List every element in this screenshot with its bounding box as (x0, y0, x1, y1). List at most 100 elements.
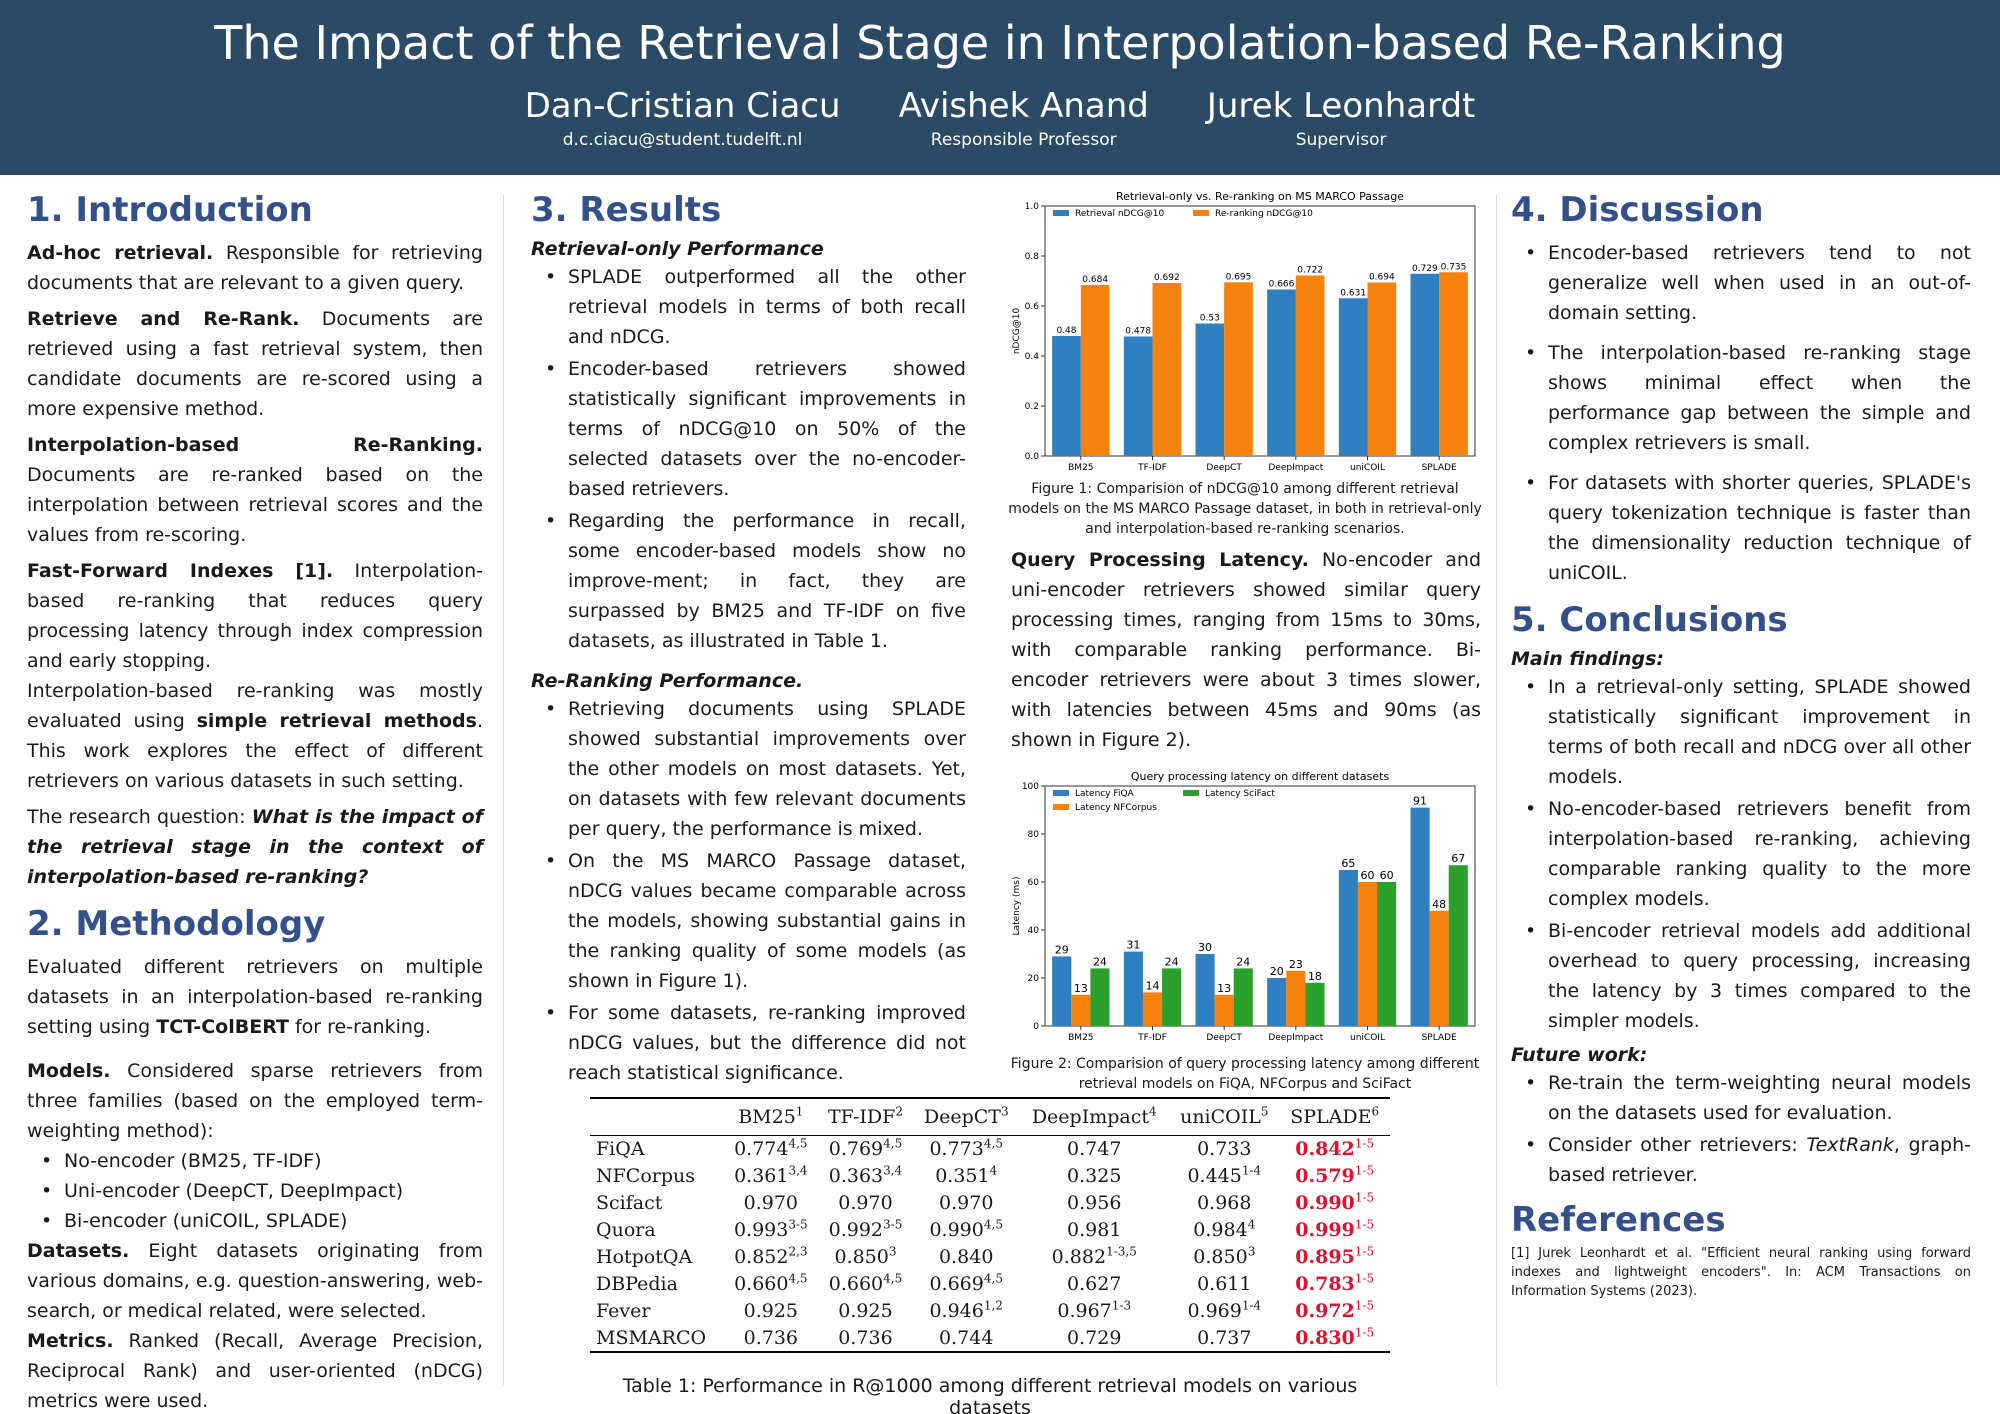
data-label: 13 (1074, 982, 1088, 995)
table-cell: 0.8951-5 (1295, 1244, 1375, 1268)
significance-superscript: 4 (989, 1163, 998, 1178)
intro-paragraph: Fast-Forward Indexes [1]. Interpolation-… (27, 556, 483, 676)
figure-2: Query processing latency on different da… (1005, 770, 1485, 1094)
significance-superscript: 3 (1247, 1244, 1256, 1259)
latency-paragraph: Query Processing Latency. No-encoder and… (1011, 545, 1481, 755)
bar (1429, 910, 1449, 1026)
column-discussion-conclusions: 4. Discussion Encoder-based retrievers t… (1511, 190, 1971, 1301)
table-cell: 0.3613,4 (734, 1163, 808, 1187)
subheading-main-findings: Main findings: (1511, 648, 1665, 670)
table-row: FiQA 0.7744,5 0.7694,5 0.7734,5 0.747 0.733 0.… (590, 1136, 1390, 1163)
table-column-header: DeepCT3 (923, 1104, 1009, 1128)
table-cell: 0.9691-4 (1187, 1298, 1262, 1322)
significance-superscript: 4,5 (983, 1271, 1003, 1286)
y-axis-label: nDCG@10 (1012, 308, 1022, 355)
legend-label: Latency NFCorpus (1075, 803, 1157, 813)
list-item: Encoder-based retrievers showed statisti… (531, 354, 966, 504)
x-tick-label: DeepCT (1206, 1033, 1242, 1043)
table-row: Quora 0.9933-5 0.9923-5 0.9904,5 0.981 0.9844… (590, 1217, 1390, 1244)
text: The research question: (27, 806, 252, 828)
data-label: 24 (1236, 955, 1250, 968)
bar (1090, 968, 1110, 1026)
bar (1439, 272, 1468, 456)
table-cell: 0.9904,5 (929, 1217, 1003, 1241)
table-cell: 0.9923-5 (828, 1217, 903, 1241)
column-results-text: 3. Results Retrieval-only Performance SP… (531, 190, 966, 1090)
table-cell: 0.8821-3,5 (1051, 1244, 1137, 1268)
research-question: The research question: What is the impac… (27, 802, 483, 892)
column-divider (1496, 195, 1497, 1385)
section-title-conclusions: 5. Conclusions (1511, 600, 1788, 640)
legend-label: Latency SciFact (1205, 789, 1275, 799)
table-cell: 0.968 (1197, 1192, 1252, 1214)
table-cell: 0.7831-5 (1295, 1271, 1375, 1295)
bar (1052, 956, 1072, 1026)
subheading-re-ranking: Re-Ranking Performance. (531, 670, 804, 692)
significance-superscript: 3 (888, 1244, 897, 1259)
author-name: Dan-Cristian Ciacu (524, 86, 841, 126)
table-row: MSMARCO 0.736 0.736 0.744 0.729 0.737 0.8301-5 (590, 1325, 1390, 1352)
table-cell: 0.611 (1197, 1273, 1252, 1295)
legend-label: Re-ranking nDCG@10 (1215, 209, 1313, 219)
table-cell: 0.8301-5 (1295, 1325, 1375, 1349)
author: Dan-Cristian Ciacu d.c.ciacu@student.tud… (525, 86, 841, 150)
discussion-list: Encoder-based retrievers tend to not gen… (1511, 238, 1971, 588)
figure-2-caption: Figure 2: Comparision of query processin… (1010, 1056, 1480, 1092)
data-label: 0.478 (1125, 327, 1151, 337)
term: Ad-hoc retrieval. (27, 242, 214, 264)
table-cell: 0.6604,5 (828, 1271, 903, 1295)
table-cell: 0.9901-5 (1295, 1190, 1375, 1214)
data-label: 0.684 (1082, 275, 1108, 285)
bar (1367, 282, 1397, 456)
list-item: No-encoder-based retrievers benefit from… (1511, 794, 1971, 914)
row-header: DBPedia (596, 1273, 678, 1295)
y-tick-label: 60 (1028, 878, 1040, 888)
y-tick-label: 0.0 (1025, 452, 1040, 462)
table-cell: 0.9461,2 (929, 1298, 1003, 1322)
table-cell: 0.8522,3 (734, 1244, 808, 1268)
significance-superscript: 3,4 (883, 1163, 903, 1178)
data-label: 0.735 (1441, 262, 1467, 272)
list-item: Consider other retrievers: TextRank, gra… (1511, 1130, 1971, 1190)
significance-superscript: 3-5 (883, 1217, 903, 1232)
bar (1195, 323, 1225, 456)
table-cell: 0.627 (1067, 1273, 1122, 1295)
recall-table: BM251 TF-IDF2 DeepCT3 DeepImpact4 uniCOIL5 SP… (590, 1097, 1390, 1353)
section-title-introduction: 1. Introduction (27, 190, 313, 230)
y-axis-label: Latency (ms) (1012, 877, 1022, 936)
bar (1162, 968, 1182, 1026)
list-item: Bi-encoder retrieval models add addition… (1511, 916, 1971, 1036)
table-cell: 0.325 (1067, 1165, 1122, 1187)
significance-superscript: 1-5 (1354, 1163, 1375, 1178)
table-cell: 0.8421-5 (1295, 1136, 1375, 1161)
bar (1267, 978, 1287, 1026)
significance-superscript: 1,2 (983, 1298, 1003, 1313)
bar (1152, 283, 1182, 456)
data-label: 29 (1055, 943, 1069, 956)
table-cell: 0.9721-5 (1295, 1298, 1375, 1322)
table-cell: 0.925 (743, 1300, 799, 1322)
table-header-row: BM251 TF-IDF2 DeepCT3 DeepImpact4 uniCOIL5 SP… (590, 1098, 1390, 1136)
y-tick-label: 1.0 (1025, 202, 1040, 212)
poster-title: The Impact of the Retrieval Stage in Int… (214, 16, 1786, 70)
rerank-findings-list: Retrieving documents using SPLADE showed… (531, 694, 966, 1088)
row-header: HotpotQA (596, 1246, 693, 1268)
list-item: No-encoder (BM25, TF-IDF) (27, 1146, 483, 1176)
y-tick-label: 0.4 (1025, 352, 1040, 362)
author: Jurek Leonhardt Supervisor (1207, 86, 1476, 150)
list-item: The interpolation-based re-ranking stage… (1511, 338, 1971, 458)
method-paragraph: Metrics. Ranked (Recall, Average Precisi… (27, 1326, 483, 1414)
bar (1410, 273, 1440, 456)
term: TCT-ColBERT (156, 1016, 289, 1038)
table-cell: 0.3514 (935, 1163, 998, 1187)
term: simple retrieval methods (196, 710, 477, 732)
section-title-methodology: 2. Methodology (27, 904, 326, 944)
data-label: 23 (1289, 958, 1303, 971)
data-label: 0.694 (1369, 273, 1395, 283)
intro-paragraph: Interpolation-based Re-Ranking. Document… (27, 430, 483, 550)
intro-paragraph: Retrieve and Re-Rank. Documents are retr… (27, 304, 483, 424)
table-cell: 0.3633,4 (828, 1163, 903, 1187)
column-superscript: 6 (1371, 1104, 1380, 1119)
list-item: For some datasets, re-ranking improved n… (531, 998, 966, 1088)
table-cell: 0.747 (1067, 1138, 1122, 1161)
